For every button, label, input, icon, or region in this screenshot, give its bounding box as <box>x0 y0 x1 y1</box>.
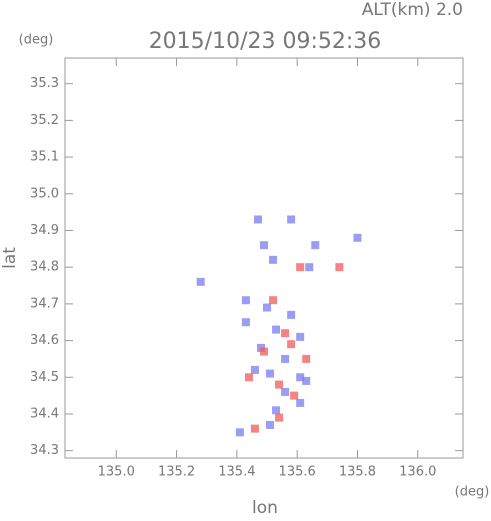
radar-cell <box>296 332 305 341</box>
radar-cell <box>287 215 296 224</box>
y-tick-label: 34.7 <box>30 296 59 311</box>
radar-cell <box>287 340 296 349</box>
y-tick-label: 34.9 <box>30 223 59 238</box>
x-axis-label: lon <box>252 498 278 518</box>
radar-cell <box>241 318 250 327</box>
radar-cell <box>253 215 262 224</box>
radar-cell <box>263 303 272 312</box>
radar-cell <box>302 354 311 363</box>
y-tick-label: 35.1 <box>30 150 59 165</box>
radar-cell <box>250 424 259 433</box>
y-tick-label: 35.2 <box>30 113 59 128</box>
radar-cell <box>241 296 250 305</box>
radar-cell <box>272 325 281 334</box>
radar-cell <box>296 373 305 382</box>
radar-cell <box>260 241 268 250</box>
altitude-label: ALT(km) 2.0 <box>362 0 463 20</box>
radar-cell <box>353 233 362 242</box>
y-tick-label: 34.4 <box>30 406 59 421</box>
radar-cell <box>269 255 278 264</box>
y-tick-label: 35.3 <box>30 76 59 91</box>
y-tick-label: 34.6 <box>30 333 59 348</box>
radar-cell <box>196 277 205 286</box>
chart-title: 2015/10/23 09:52:36 <box>149 29 382 54</box>
radar-cell <box>335 263 344 272</box>
radar-cell <box>260 347 268 356</box>
radar-cell <box>266 420 275 429</box>
radar-cell <box>250 365 259 374</box>
radar-cell <box>272 406 281 415</box>
radar-cell <box>235 428 244 437</box>
x-tick-label: 135.8 <box>339 465 376 480</box>
radar-cell <box>311 241 320 250</box>
x-tick-label: 135.0 <box>98 465 135 480</box>
y-tick-label: 34.5 <box>30 370 59 385</box>
x-tick-label: 135.4 <box>218 465 255 480</box>
x-tick-label: 135.2 <box>158 465 195 480</box>
x-tick-label: 136.0 <box>399 465 436 480</box>
radar-cell <box>266 369 275 378</box>
radar-cell <box>287 310 296 319</box>
radar-cell <box>275 380 284 389</box>
radar-cell <box>269 296 278 305</box>
x-unit: (deg) <box>455 485 490 500</box>
plot-frame <box>64 57 464 459</box>
y-tick-label: 34.3 <box>30 443 59 458</box>
radar-cell <box>290 391 299 400</box>
y-tick-label: 34.8 <box>30 260 59 275</box>
radar-cell <box>281 387 290 396</box>
x-tick-label: 135.6 <box>279 465 316 480</box>
radar-cell <box>281 354 290 363</box>
radar-cell <box>305 263 314 272</box>
y-unit: (deg) <box>19 33 54 48</box>
y-axis-label: lat <box>0 247 20 269</box>
radar-cell <box>302 376 311 385</box>
radar-cell <box>244 373 253 382</box>
radar-cell <box>296 263 305 272</box>
radar-cell <box>275 413 284 422</box>
radar-cell <box>281 329 290 338</box>
y-tick-label: 35.0 <box>30 186 59 201</box>
radar-cell <box>296 398 305 407</box>
